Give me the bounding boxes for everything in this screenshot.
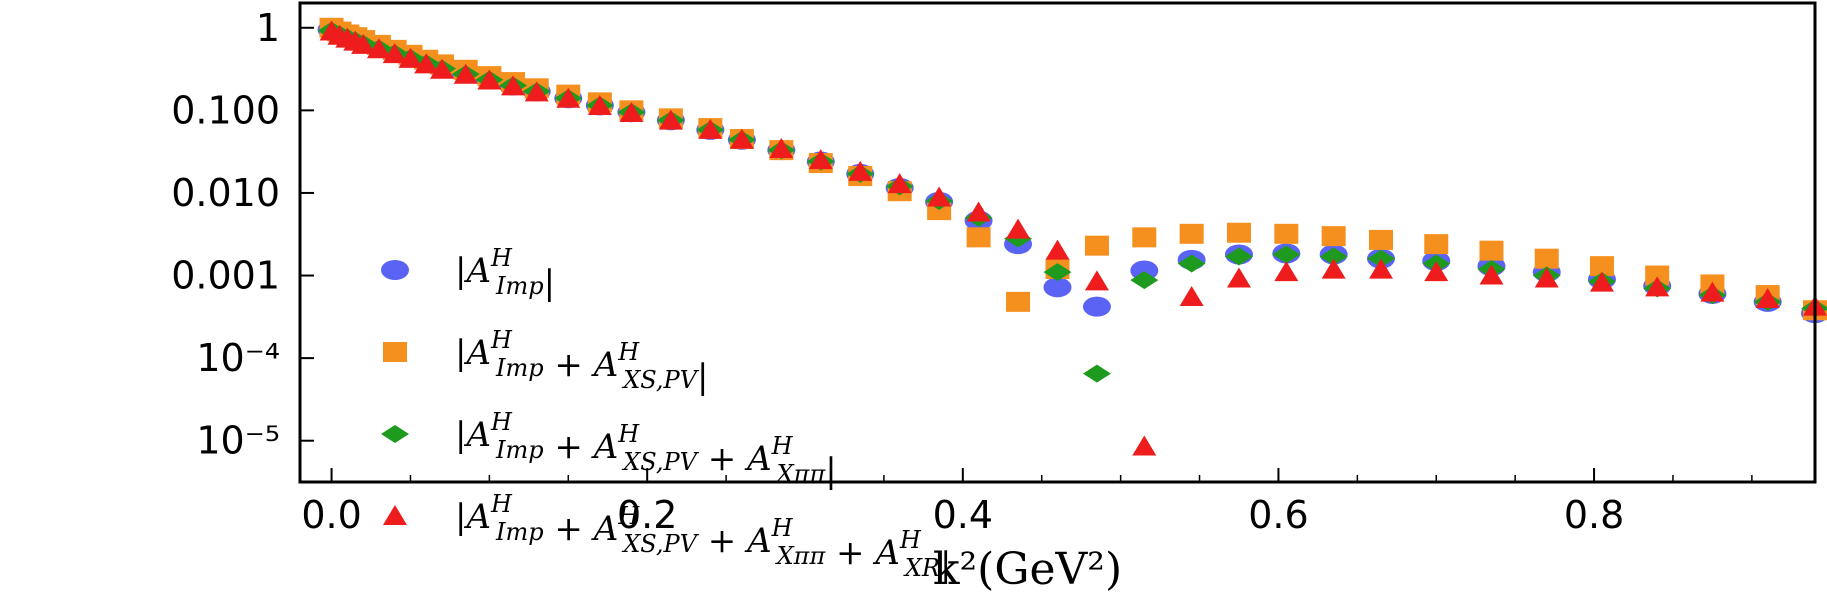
data-point — [524, 81, 549, 102]
data-point — [1177, 254, 1206, 273]
data-point — [1006, 291, 1031, 312]
data-point — [1226, 222, 1251, 243]
data-point — [1132, 435, 1157, 456]
data-point — [1700, 281, 1725, 302]
data-point — [1179, 223, 1204, 244]
data-point — [398, 47, 423, 68]
data-point — [966, 201, 991, 222]
y-tick-label: 1 — [256, 6, 280, 50]
data-point — [587, 94, 612, 115]
data-point — [1755, 287, 1780, 308]
y-tick-label: 0.010 — [171, 171, 280, 215]
x-tick-label: 0.6 — [1248, 493, 1308, 537]
data-point — [1132, 227, 1157, 248]
data-point — [1045, 239, 1070, 260]
data-point — [414, 53, 439, 74]
data-point — [1272, 245, 1301, 264]
data-point — [619, 101, 644, 122]
ticks-layer: 0.0 0.2 0.4 0.6 0.8 1 0.100 0.010 0.001 10⁻⁴ 10⁻⁵ — [171, 6, 1753, 537]
data-point — [848, 160, 873, 181]
data-point — [927, 186, 952, 207]
data-point — [1226, 267, 1251, 288]
x-tick-label: 0.0 — [301, 493, 361, 537]
legend-marker — [381, 260, 409, 280]
data-point — [1084, 235, 1109, 256]
data-point — [382, 43, 407, 64]
data-point — [1645, 265, 1670, 286]
data-point — [1082, 364, 1111, 383]
data-point — [430, 58, 455, 79]
data-point — [1224, 247, 1253, 266]
legend-label: |AH Imp + AH XS,PV + AH Xππ + AH XR| — [455, 490, 951, 585]
data-point — [769, 138, 794, 159]
data-point — [1179, 285, 1204, 306]
data-point — [658, 109, 683, 130]
data-point — [1424, 261, 1449, 282]
data-point — [1319, 247, 1348, 266]
marks-layer — [317, 17, 1827, 456]
x-tick-label: 0.4 — [933, 493, 993, 537]
data-point — [729, 128, 754, 149]
data-point — [1043, 263, 1072, 282]
data-point — [1274, 261, 1299, 282]
data-point — [1321, 258, 1346, 279]
data-point — [1534, 248, 1559, 269]
y-tick-label: 10⁻⁵ — [196, 419, 280, 463]
legend-marker — [383, 342, 407, 362]
legend-marker — [383, 505, 407, 525]
legend: |AH Imp| |AH Imp + AH XS,PV| |AH Imp + AH XS,PV… — [381, 244, 951, 585]
x-axis-label: k²(GeV²) — [933, 544, 1122, 595]
data-point — [366, 38, 391, 59]
data-point — [501, 75, 526, 96]
plot-frame — [298, 1, 1817, 484]
data-point — [1424, 234, 1449, 255]
data-point — [808, 149, 833, 170]
data-point — [1645, 276, 1670, 297]
data-point — [453, 63, 478, 84]
data-point — [1006, 218, 1031, 239]
data-point — [1479, 264, 1504, 285]
data-point — [556, 87, 581, 108]
data-point — [1130, 271, 1159, 290]
y-tick-label: 10⁻⁴ — [196, 336, 280, 380]
series-3 — [317, 21, 1827, 383]
data-point — [1369, 229, 1394, 250]
x-tick-label: 0.8 — [1564, 493, 1624, 537]
data-point — [1369, 258, 1394, 279]
data-point — [1321, 226, 1346, 247]
data-point — [1534, 267, 1559, 288]
y-tick-label: 0.001 — [171, 254, 280, 298]
data-point — [1274, 223, 1299, 244]
data-point — [1479, 240, 1504, 261]
data-point — [698, 118, 723, 139]
legend-label: |AH Imp| — [455, 244, 555, 303]
data-point — [1589, 256, 1614, 277]
y-tick-label: 0.100 — [171, 88, 280, 132]
data-point — [966, 227, 991, 248]
legend-marker — [381, 425, 409, 443]
data-point — [1589, 271, 1614, 292]
legend-label: |AH Imp + AH XS,PV + AH Xππ| — [455, 408, 837, 491]
data-point — [1130, 260, 1159, 281]
legend-label: |AH Imp + AH XS,PV| — [455, 326, 708, 397]
data-point — [1082, 296, 1111, 317]
data-point — [477, 69, 502, 90]
data-point — [1043, 277, 1072, 298]
data-point — [351, 33, 376, 54]
data-point — [887, 173, 912, 194]
series-4 — [319, 20, 1827, 456]
data-point — [1084, 270, 1109, 291]
x-tick-label: 0.2 — [617, 493, 677, 537]
